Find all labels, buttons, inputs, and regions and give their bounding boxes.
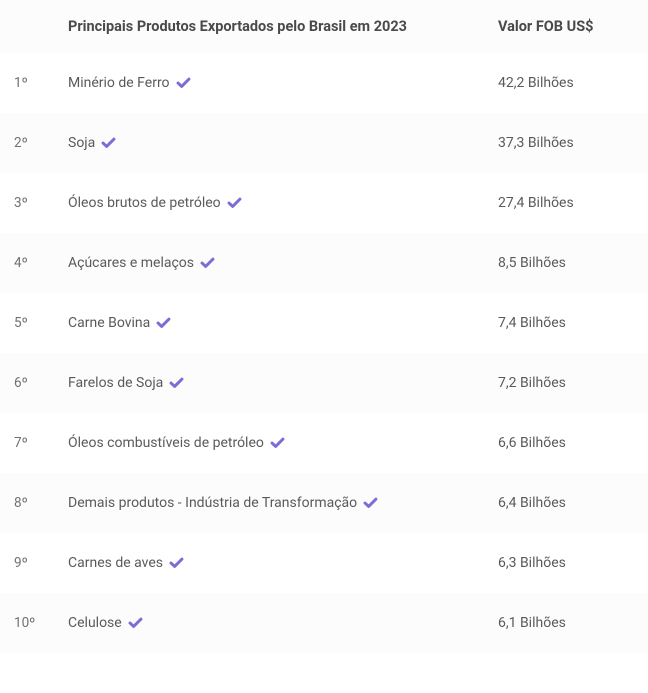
- cell-rank: 9º: [0, 533, 56, 593]
- product-label: Demais produtos - Indústria de Transform…: [68, 495, 357, 511]
- cell-product: Açúcares e melaços: [56, 233, 486, 293]
- cell-rank: 2º: [0, 113, 56, 173]
- table-row: 8º Demais produtos - Indústria de Transfo…: [0, 473, 648, 533]
- cell-rank: 6º: [0, 353, 56, 413]
- product-label: Celulose: [68, 615, 122, 631]
- product-label: Carne Bovina: [68, 315, 150, 331]
- check-icon: [128, 615, 143, 630]
- cell-value: 6,3 Bilhões: [486, 533, 648, 593]
- check-icon: [101, 135, 116, 150]
- cell-product: Óleos brutos de petróleo: [56, 173, 486, 233]
- header-product: Principais Produtos Exportados pelo Bras…: [56, 0, 486, 53]
- cell-value: 37,3 Bilhões: [486, 113, 648, 173]
- check-icon: [270, 435, 285, 450]
- product-label: Carnes de aves: [68, 555, 163, 571]
- check-icon: [169, 375, 184, 390]
- table-row: 5º Carne Bovina 7,4 Bilhões: [0, 293, 648, 353]
- product-label: Minério de Ferro: [68, 75, 170, 91]
- cell-product: Demais produtos - Indústria de Transform…: [56, 473, 486, 533]
- cell-product: Óleos combustíveis de petróleo: [56, 413, 486, 473]
- table-header-row: Principais Produtos Exportados pelo Bras…: [0, 0, 648, 53]
- header-rank: [0, 0, 56, 53]
- check-icon: [176, 75, 191, 90]
- cell-rank: 8º: [0, 473, 56, 533]
- table-row: 6º Farelos de Soja 7,2 Bilhões: [0, 353, 648, 413]
- check-icon: [169, 555, 184, 570]
- cell-value: 6,1 Bilhões: [486, 593, 648, 653]
- cell-value: 8,5 Bilhões: [486, 233, 648, 293]
- cell-value: 42,2 Bilhões: [486, 53, 648, 113]
- table-row: 7º Óleos combustíveis de petróleo 6,6 Bilh…: [0, 413, 648, 473]
- cell-rank: 3º: [0, 173, 56, 233]
- table-row: 9º Carnes de aves 6,3 Bilhões: [0, 533, 648, 593]
- product-label: Soja: [68, 135, 95, 151]
- product-label: Óleos brutos de petróleo: [68, 195, 221, 211]
- product-label: Farelos de Soja: [68, 375, 163, 391]
- cell-rank: 7º: [0, 413, 56, 473]
- cell-rank: 10º: [0, 593, 56, 653]
- cell-product: Soja: [56, 113, 486, 173]
- table-row: 3º Óleos brutos de petróleo 27,4 Bilhões: [0, 173, 648, 233]
- table-row: 4º Açúcares e melaços 8,5 Bilhões: [0, 233, 648, 293]
- check-icon: [227, 195, 242, 210]
- cell-rank: 4º: [0, 233, 56, 293]
- check-icon: [156, 315, 171, 330]
- cell-rank: 1º: [0, 53, 56, 113]
- header-value: Valor FOB US$: [486, 0, 648, 53]
- cell-value: 27,4 Bilhões: [486, 173, 648, 233]
- check-icon: [200, 255, 215, 270]
- cell-product: Farelos de Soja: [56, 353, 486, 413]
- product-label: Óleos combustíveis de petróleo: [68, 435, 264, 451]
- table-row: 2º Soja 37,3 Bilhões: [0, 113, 648, 173]
- cell-product: Carne Bovina: [56, 293, 486, 353]
- table-row: 10º Celulose 6,1 Bilhões: [0, 593, 648, 653]
- cell-product: Celulose: [56, 593, 486, 653]
- product-label: Açúcares e melaços: [68, 255, 194, 271]
- cell-value: 6,4 Bilhões: [486, 473, 648, 533]
- table-row: 1º Minério de Ferro 42,2 Bilhões: [0, 53, 648, 113]
- cell-product: Minério de Ferro: [56, 53, 486, 113]
- check-icon: [363, 495, 378, 510]
- exports-table: Principais Produtos Exportados pelo Bras…: [0, 0, 648, 653]
- cell-value: 6,6 Bilhões: [486, 413, 648, 473]
- cell-value: 7,4 Bilhões: [486, 293, 648, 353]
- cell-rank: 5º: [0, 293, 56, 353]
- cell-product: Carnes de aves: [56, 533, 486, 593]
- cell-value: 7,2 Bilhões: [486, 353, 648, 413]
